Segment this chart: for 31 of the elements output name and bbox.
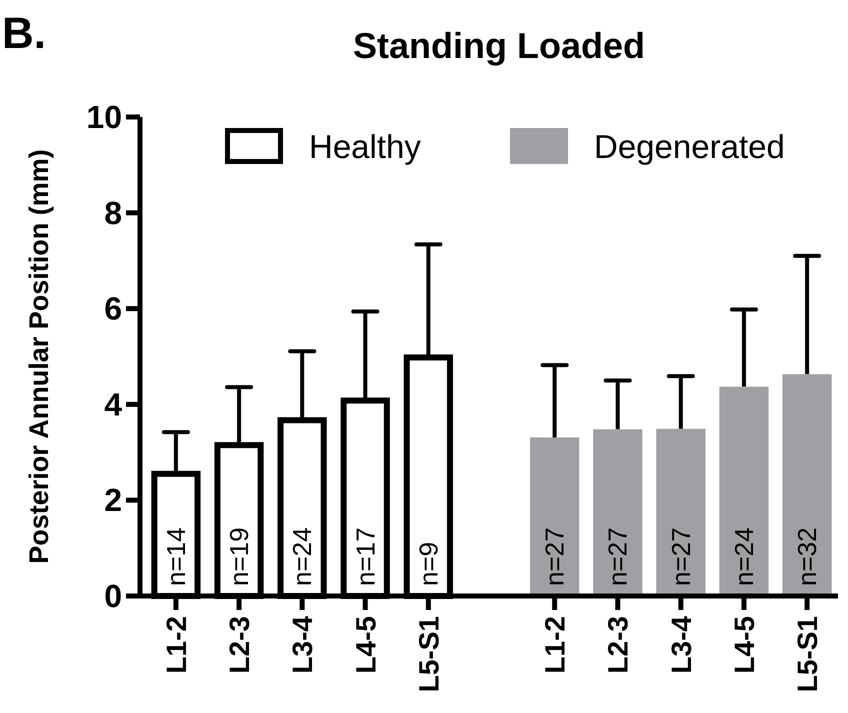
chart-title: Standing Loaded: [353, 25, 645, 66]
y-tick-label: 0: [104, 578, 122, 614]
x-tick-label: L5-S1: [792, 616, 824, 692]
annotation: n=9: [413, 542, 444, 586]
x-tick-label: L3-4: [287, 616, 318, 674]
y-axis-title: Posterior Annular Position (mm): [24, 149, 54, 564]
annotation: n=24: [728, 527, 759, 586]
annotation: n=32: [792, 527, 822, 586]
x-tick-label: L1-2: [540, 616, 571, 674]
annotation: n=27: [666, 527, 696, 586]
x-tick-label: L4-5: [350, 616, 382, 674]
y-tick-label: 2: [104, 482, 122, 518]
annotation: n=14: [160, 527, 191, 586]
x-tick-label: L2-3: [602, 616, 634, 674]
x-tick-label: L3-4: [666, 616, 697, 674]
annotation: n=17: [350, 527, 380, 586]
legend-label: Degenerated: [594, 128, 785, 165]
y-tick-label: 4: [104, 386, 122, 422]
y-tick-label: 8: [104, 194, 122, 231]
annotation: n=24: [287, 527, 318, 586]
x-tick-label: L2-3: [224, 616, 256, 674]
y-tick-label: 6: [104, 290, 122, 327]
y-tick-label: 10: [86, 99, 122, 135]
x-tick-label: L4-5: [728, 616, 760, 674]
annotation: n=27: [602, 527, 633, 586]
x-tick-label: L5-S1: [413, 616, 444, 692]
annotation: n=27: [540, 527, 570, 586]
legend-label: Healthy: [309, 128, 422, 165]
x-tick-label: L1-2: [160, 616, 192, 674]
text: B.: [2, 9, 46, 58]
annotation: n=19: [224, 527, 254, 586]
